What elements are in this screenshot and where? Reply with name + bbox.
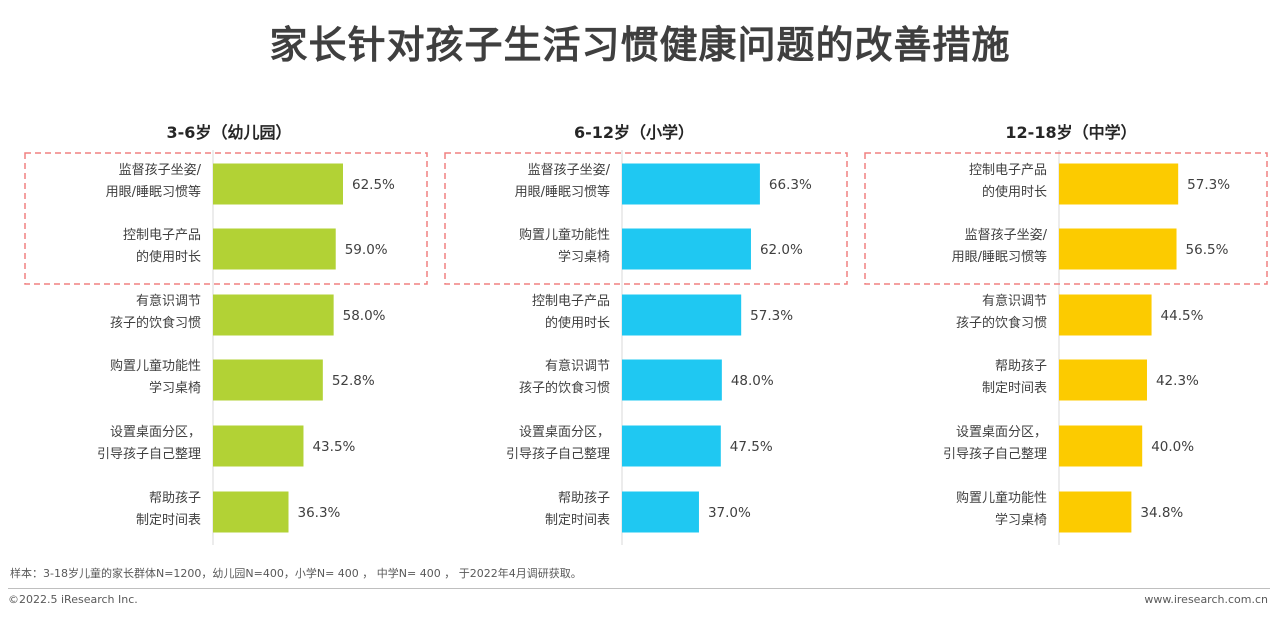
panel-title: 3-6岁（幼儿园） [167,123,292,142]
category-label: 购置儿童功能性学习桌椅 [519,227,610,265]
value-label: 62.5% [352,177,395,193]
bar-2 [1059,228,1177,270]
sample-note: 样本：3-18岁儿童的家长群体N=1200，幼儿园N=400，小学N= 400 … [10,567,582,580]
value-label: 57.3% [750,308,793,324]
category-label: 帮助孩子制定时间表 [545,491,610,528]
category-label: 帮助孩子制定时间表 [982,359,1047,396]
value-label: 59.0% [345,242,388,258]
value-label: 56.5% [1186,242,1229,258]
category-label: 监督孩子坐姿/用眼/睡眠习惯等 [515,162,611,200]
value-label: 66.3% [769,177,812,193]
bar-5 [622,425,721,467]
value-label: 47.5% [730,439,773,455]
panel-title: 12-18岁（中学） [1005,123,1136,142]
bar-5 [1059,425,1143,467]
category-label: 控制电子产品的使用时长 [969,163,1047,200]
category-label: 购置儿童功能性学习桌椅 [956,490,1047,528]
value-label: 57.3% [1187,177,1230,193]
value-label: 37.0% [708,505,751,521]
category-label: 有意识调节孩子的饮食习惯 [956,293,1047,331]
value-label: 48.0% [731,373,774,389]
bar-5 [213,425,304,467]
category-label: 设置桌面分区，引导孩子自己整理 [97,425,201,462]
value-label: 40.0% [1151,439,1194,455]
category-label: 监督孩子坐姿/用眼/睡眠习惯等 [952,227,1048,265]
bar-4 [213,359,323,401]
value-label: 43.5% [312,439,355,455]
copyright-text: ©2022.5 iResearch Inc. [8,593,138,606]
chart-panel-3: 12-18岁（中学） 57.3% 控制电子产品的使用时长 56.5% 监督孩子坐姿/用眼… [864,123,1268,545]
bar-6 [213,491,289,533]
value-label: 34.8% [1140,505,1183,521]
bar-2 [622,228,751,270]
website-text: www.iresearch.com.cn [1144,593,1268,606]
category-label: 有意识调节孩子的饮食习惯 [519,358,610,396]
bar-1 [213,163,343,205]
highlight-box [24,152,428,285]
bar-6 [1059,491,1132,533]
value-label: 52.8% [332,373,375,389]
page-title: 家长针对孩子生活习惯健康问题的改善措施 [269,23,1011,67]
chart-panel-1: 3-6岁（幼儿园） 62.5% 监督孩子坐姿/用眼/睡眠习惯等 59.0% 控制电子产品… [24,123,428,545]
value-label: 62.0% [760,242,803,258]
category-label: 控制电子产品的使用时长 [532,294,610,331]
category-label: 设置桌面分区，引导孩子自己整理 [506,425,610,462]
category-label: 有意识调节孩子的饮食习惯 [110,293,201,331]
bar-1 [622,163,760,205]
charts-svg: 3-6岁（幼儿园） 62.5% 监督孩子坐姿/用眼/睡眠习惯等 59.0% 控制电子产品… [24,123,1268,545]
highlight-box [444,152,848,285]
bar-4 [622,359,722,401]
category-label: 购置儿童功能性学习桌椅 [110,358,201,396]
value-label: 42.3% [1156,373,1199,389]
footer-divider [8,588,1270,589]
bar-2 [213,228,336,270]
value-label: 44.5% [1161,308,1204,324]
chart-panel-2: 6-12岁（小学） 66.3% 监督孩子坐姿/用眼/睡眠习惯等 62.0% 购置儿童功能… [444,123,848,545]
category-label: 监督孩子坐姿/用眼/睡眠习惯等 [106,162,202,200]
bar-3 [622,294,742,336]
category-label: 控制电子产品的使用时长 [123,228,201,265]
value-label: 58.0% [343,308,386,324]
category-label: 帮助孩子制定时间表 [136,491,201,528]
bar-3 [1059,294,1152,336]
bar-3 [213,294,334,336]
category-label: 设置桌面分区，引导孩子自己整理 [943,425,1047,462]
bar-4 [1059,359,1147,401]
panel-title: 6-12岁（小学） [574,123,694,142]
bar-1 [1059,163,1179,205]
value-label: 36.3% [298,505,341,521]
bar-6 [622,491,699,533]
highlight-box [864,152,1268,285]
